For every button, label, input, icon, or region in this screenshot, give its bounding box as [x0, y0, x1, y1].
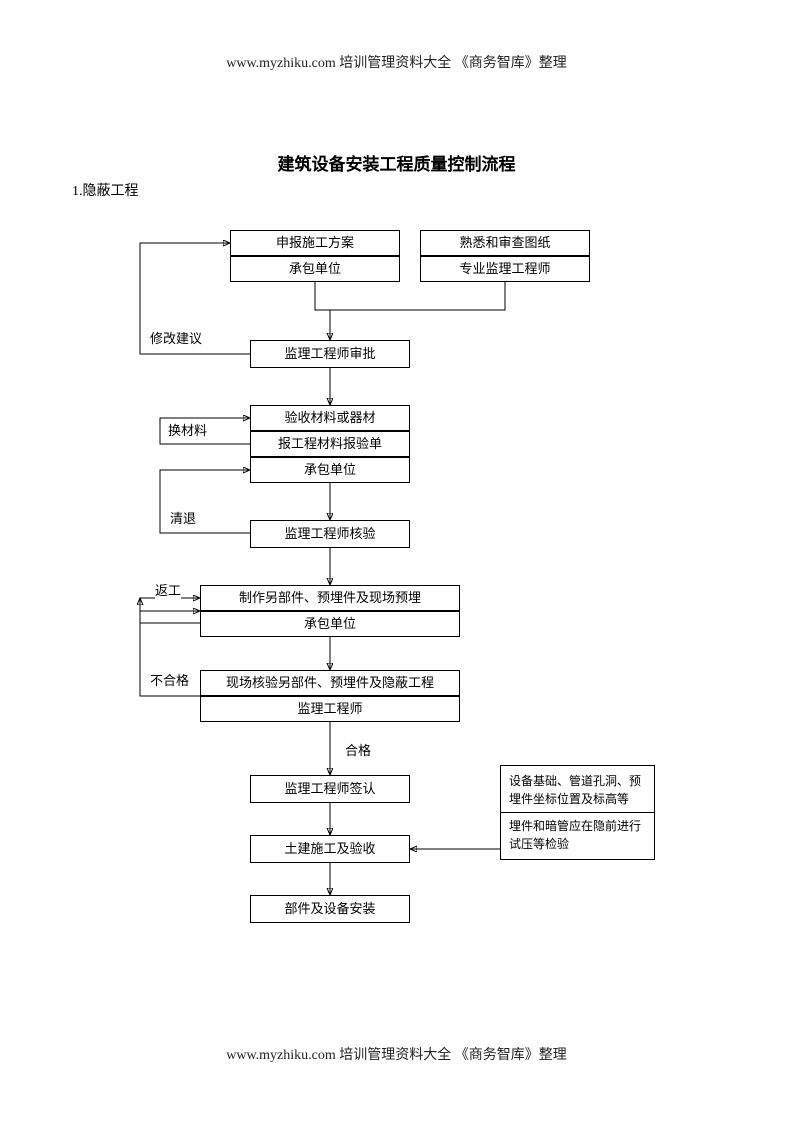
note-line-2: 埋件和暗管应在隐前进行试压等检验: [509, 817, 646, 853]
box-supervisor-2: 监理工程师: [200, 696, 460, 722]
page-title: 建筑设备安装工程质量控制流程: [0, 150, 793, 175]
box-material-form: 报工程材料报验单: [250, 431, 410, 457]
section-label: 1.隐蔽工程: [72, 180, 139, 200]
box-site-check: 现场核验另部件、预埋件及隐蔽工程: [200, 670, 460, 696]
box-supervisor-sign: 监理工程师签认: [250, 775, 410, 803]
label-return: 清退: [170, 508, 196, 527]
box-apply-plan: 申报施工方案: [230, 230, 400, 256]
note-divider: [501, 812, 654, 813]
flowchart: 申报施工方案 承包单位 熟悉和审查图纸 专业监理工程师 监理工程师审批 验收材料…: [0, 210, 793, 970]
box-accept-material: 验收材料或器材: [250, 405, 410, 431]
box-review-drawings: 熟悉和审查图纸: [420, 230, 590, 256]
note-box: 设备基础、管道孔洞、预埋件坐标位置及标高等 埋件和暗管应在隐前进行试压等检验: [500, 765, 655, 860]
box-supervisor-approve: 监理工程师审批: [250, 340, 410, 368]
box-contractor-1: 承包单位: [230, 256, 400, 282]
box-contractor-2: 承包单位: [250, 457, 410, 483]
label-modify: 修改建议: [150, 328, 202, 347]
page-header: www.myzhiku.com 培训管理资料大全 《商务智库》整理: [0, 52, 793, 72]
box-make-parts: 制作另部件、预埋件及现场预埋: [200, 585, 460, 611]
label-rework: 返工: [155, 580, 181, 599]
label-change-material: 换材料: [168, 420, 207, 439]
box-civil-construction: 土建施工及验收: [250, 835, 410, 863]
note-line-1: 设备基础、管道孔洞、预埋件坐标位置及标高等: [509, 772, 646, 808]
label-fail: 不合格: [150, 670, 189, 689]
box-contractor-3: 承包单位: [200, 611, 460, 637]
label-pass: 合格: [345, 740, 371, 759]
page-footer: www.myzhiku.com 培训管理资料大全 《商务智库》整理: [0, 1044, 793, 1064]
box-supervisor-check: 监理工程师核验: [250, 520, 410, 548]
box-supervisor-eng: 专业监理工程师: [420, 256, 590, 282]
box-equipment-install: 部件及设备安装: [250, 895, 410, 923]
